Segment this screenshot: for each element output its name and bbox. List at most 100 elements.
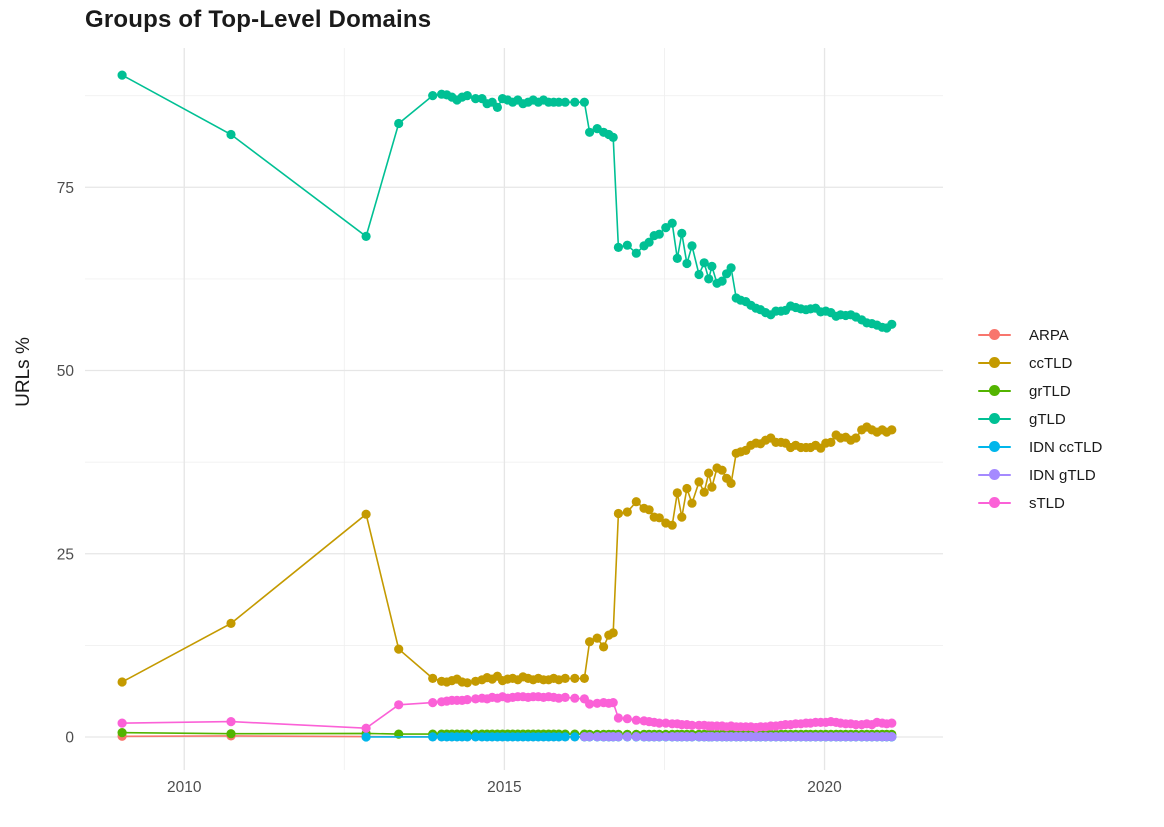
y-tick-label: 25 (57, 546, 74, 563)
data-point (585, 127, 595, 137)
data-point (644, 505, 654, 515)
legend-item-gTLD: gTLD (978, 405, 1102, 433)
data-point (585, 732, 595, 742)
data-point (631, 715, 641, 725)
data-point (585, 699, 595, 709)
data-point (622, 507, 632, 517)
legend-label: IDN ccTLD (1029, 438, 1103, 456)
data-point (677, 512, 687, 522)
data-point (613, 732, 624, 742)
data-point (570, 97, 580, 107)
axis-tick-labels: 0 25 50 75 2010 2015 2020 (57, 180, 842, 796)
data-point (694, 269, 704, 280)
data-point (887, 718, 897, 728)
data-point (687, 241, 697, 251)
data-point (226, 729, 236, 739)
data-point (707, 261, 717, 271)
legend-marker-icon (978, 413, 1011, 425)
x-tick-label: 2020 (807, 779, 842, 796)
legend-key-dot (989, 385, 1000, 396)
data-point (631, 732, 641, 742)
legend-key-dot (989, 357, 1000, 368)
data-point (717, 276, 727, 286)
data-point (687, 732, 697, 742)
y-tick-label: 75 (57, 180, 74, 197)
data-point (462, 695, 472, 705)
data-point (361, 509, 371, 519)
data-point (471, 732, 481, 742)
legend-key-dot (989, 441, 1000, 452)
data-point (672, 488, 682, 498)
data-point (704, 468, 714, 478)
data-point (570, 732, 580, 742)
data-point (462, 91, 472, 101)
data-point (117, 70, 127, 80)
legend-marker-icon (978, 497, 1011, 509)
data-point (654, 718, 664, 728)
data-point (654, 732, 664, 742)
data-point (887, 319, 897, 329)
data-point (361, 231, 371, 241)
data-point (631, 497, 641, 507)
data-point (726, 478, 736, 488)
chart-title: Groups of Top-Level Domains (85, 6, 432, 33)
data-point (661, 732, 671, 742)
data-point (599, 642, 609, 652)
data-point (117, 677, 127, 687)
data-point (717, 465, 727, 475)
legend-key-dot (989, 413, 1000, 424)
data-point (613, 242, 624, 252)
data-point (428, 698, 438, 708)
data-point (613, 508, 624, 519)
data-point (554, 732, 564, 742)
data-point (699, 487, 709, 497)
gridlines-minor (85, 48, 943, 770)
y-tick-label: 50 (57, 363, 75, 380)
legend-item-sTLD: sTLD (978, 489, 1102, 517)
x-tick-label: 2015 (487, 779, 521, 796)
data-point (585, 637, 595, 647)
legend-item-ccTLD: ccTLD (978, 349, 1102, 377)
data-point (560, 692, 570, 703)
x-tick-label: 2010 (167, 779, 202, 796)
gridlines-major (85, 48, 943, 770)
legend-marker-icon (978, 329, 1011, 341)
y-axis-title: URLs % (13, 337, 34, 407)
data-point (462, 732, 472, 742)
legend-label: sTLD (1029, 494, 1065, 512)
data-point (579, 97, 590, 107)
legend-item-IDN-ccTLD: IDN ccTLD (978, 433, 1102, 461)
data-point (687, 720, 697, 730)
data-point (226, 717, 236, 727)
data-point (361, 723, 371, 733)
legend-marker-icon (978, 357, 1011, 369)
data-point (654, 229, 664, 239)
legend-label: ccTLD (1029, 354, 1073, 372)
series-sTLD (117, 692, 897, 733)
data-point (570, 693, 580, 703)
data-point (682, 483, 692, 494)
data-point (707, 482, 717, 492)
legend-label: gTLD (1029, 410, 1066, 428)
data-point (462, 678, 472, 688)
data-point (654, 513, 664, 523)
data-point (687, 498, 697, 508)
legend-marker-icon (978, 441, 1011, 453)
data-point (226, 618, 236, 629)
data-point (694, 477, 704, 487)
data-point (428, 673, 438, 684)
data-point (394, 118, 404, 129)
data-point (682, 258, 692, 269)
data-point (608, 628, 618, 638)
data-point (726, 263, 736, 273)
data-point (560, 732, 570, 742)
legend-label: grTLD (1029, 382, 1071, 400)
data-point (492, 102, 502, 112)
data-point (428, 732, 438, 742)
data-point (622, 240, 632, 250)
data-point (851, 433, 861, 443)
series-ccTLD (117, 422, 897, 688)
legend-item-IDN-gTLD: IDN gTLD (978, 461, 1102, 489)
